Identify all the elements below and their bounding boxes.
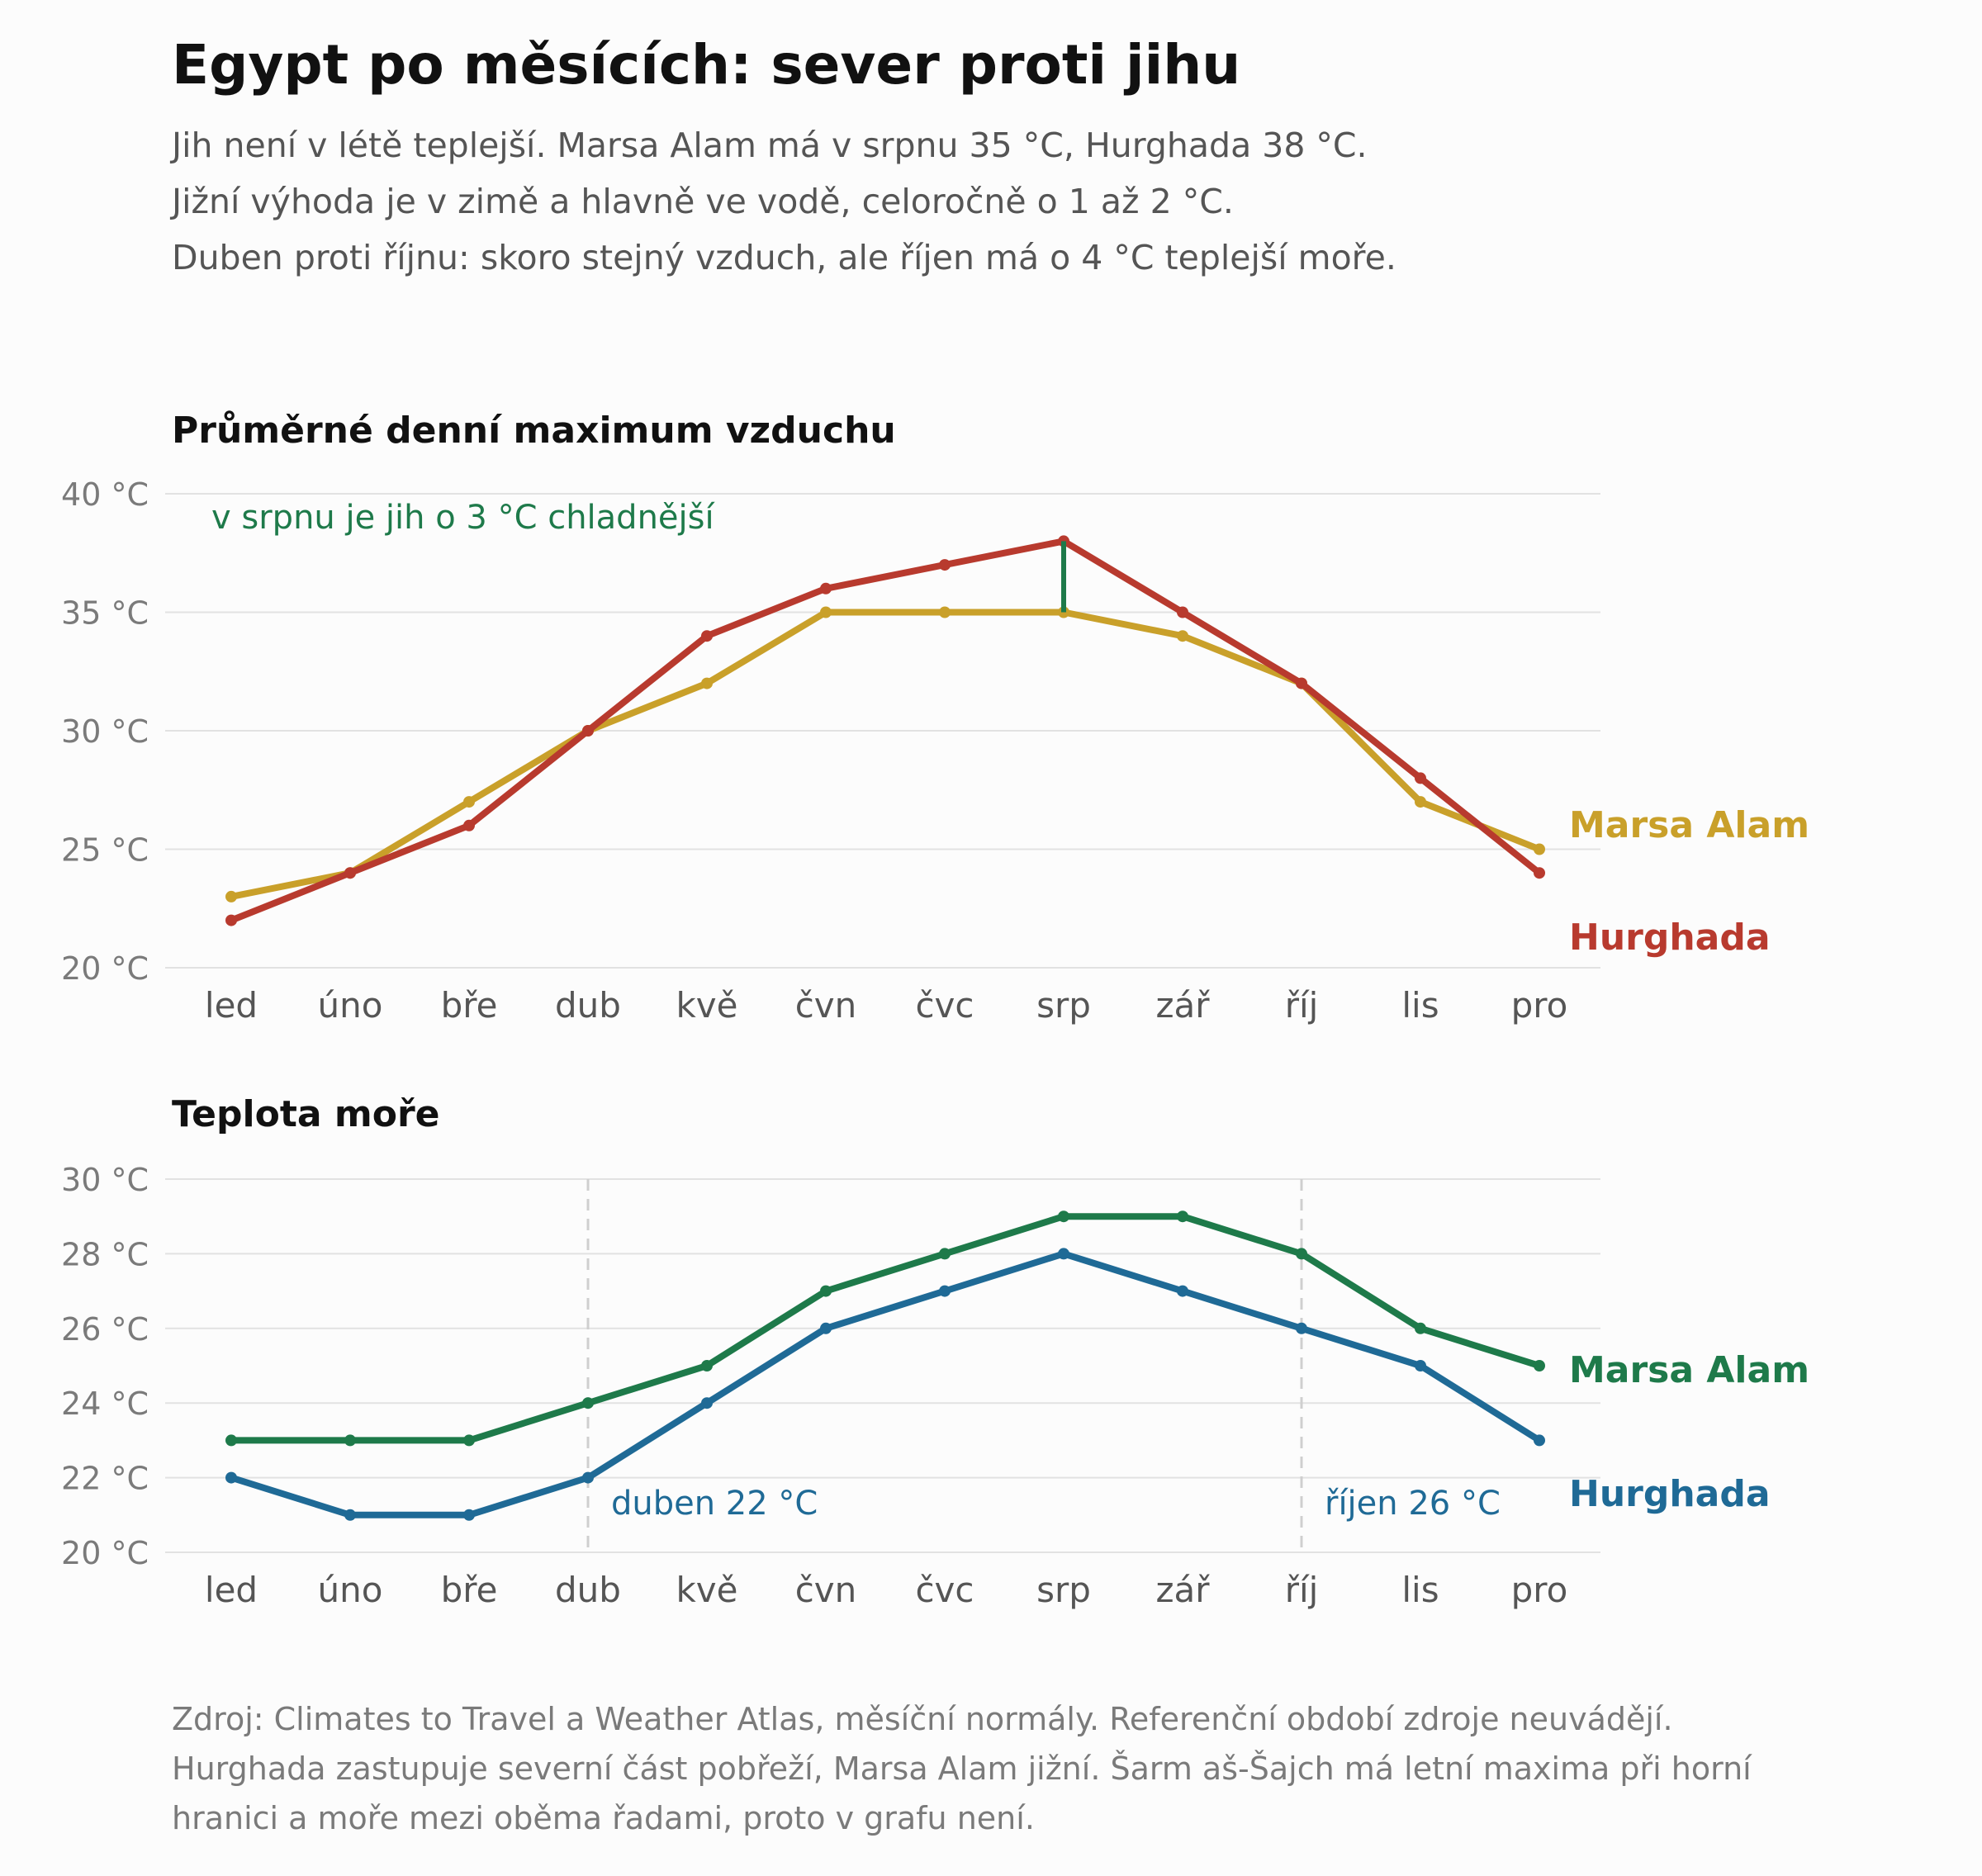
air-point-hurghada (1296, 677, 1307, 689)
sea-xtick-label: pro (1511, 1570, 1568, 1610)
sea-xtick-label: kvě (676, 1570, 737, 1610)
air-ytick-label: 30 °C (61, 713, 149, 750)
sea-point-marsa-alam (1534, 1360, 1545, 1371)
air-point-hurghada (463, 819, 475, 831)
air-xtick-label: led (205, 985, 258, 1026)
air-panel-title: Průměrné denní maximum vzduchu (172, 410, 896, 452)
air-ytick-label: 25 °C (61, 832, 149, 869)
sea-point-hurghada (344, 1509, 356, 1521)
sea-xtick-label: dub (555, 1570, 621, 1610)
sea-xtick-label: srp (1036, 1570, 1091, 1610)
sea-point-hurghada (1177, 1285, 1188, 1297)
sea-point-marsa-alam (225, 1434, 237, 1447)
air-series-line-marsa-alam (228, 609, 1543, 900)
air-point-hurghada (1177, 606, 1188, 618)
air-point-marsa-alam (1177, 630, 1188, 642)
sea-xtick-label: čvc (915, 1570, 974, 1610)
sea-point-hurghada (1058, 1248, 1069, 1260)
sea-point-marsa-alam (1058, 1210, 1069, 1223)
air-point-hurghada (820, 582, 832, 595)
air-xtick-label: zář (1155, 985, 1210, 1026)
air-point-marsa-alam (1415, 796, 1426, 808)
air-annotation: v srpnu je jih o 3 °C chladnější (211, 499, 715, 537)
sea-series-line-hurghada (228, 1250, 1543, 1518)
sea-point-hurghada (701, 1397, 713, 1409)
sea-ytick-label: 22 °C (61, 1461, 149, 1497)
air-point-hurghada (225, 914, 237, 926)
sea-point-marsa-alam (463, 1434, 475, 1447)
air-point-hurghada (701, 630, 713, 642)
sea-point-marsa-alam (344, 1434, 356, 1447)
air-series-line-hurghada (228, 538, 1543, 924)
sea-annotation: říjen 26 °C (1325, 1485, 1501, 1523)
source-line-2: Hurghada zastupuje severní část pobřeží,… (172, 1750, 1752, 1787)
subtitle-line-1: Jih není v létě teplejší. Marsa Alam má … (172, 126, 1368, 165)
air-xtick-label: kvě (676, 985, 737, 1026)
sea-point-marsa-alam (1415, 1322, 1426, 1334)
air-xtick-label: úno (318, 985, 383, 1026)
sea-point-marsa-alam (939, 1248, 951, 1260)
air-point-hurghada (1534, 867, 1545, 879)
sea-point-marsa-alam (1296, 1248, 1307, 1260)
air-series-label-hurghada: Hurghada (1569, 917, 1771, 959)
chart-title: Egypt po měsících: sever proti jihu (172, 33, 1241, 97)
air-xtick-label: pro (1511, 985, 1568, 1026)
air-ytick-label: 35 °C (61, 595, 149, 632)
source-line-1: Zdroj: Climates to Travel a Weather Atla… (172, 1701, 1673, 1737)
subtitle-line-3: Duben proti říjnu: skoro stejný vzduch, … (172, 238, 1396, 277)
air-point-marsa-alam (225, 890, 237, 902)
sea-point-hurghada (820, 1322, 832, 1334)
air-point-hurghada (939, 559, 951, 571)
sea-ytick-label: 28 °C (61, 1236, 149, 1272)
sea-series-label-hurghada: Hurghada (1569, 1473, 1771, 1515)
air-point-hurghada (344, 867, 356, 879)
air-point-marsa-alam (939, 606, 951, 618)
air-point-hurghada (1415, 772, 1426, 784)
air-point-marsa-alam (1534, 843, 1545, 855)
sea-point-marsa-alam (701, 1360, 713, 1371)
sea-xtick-label: lis (1401, 1570, 1439, 1610)
sea-ytick-label: 24 °C (61, 1386, 149, 1422)
sea-xtick-label: led (205, 1570, 258, 1610)
sea-ytick-label: 30 °C (61, 1162, 149, 1198)
sea-ytick-label: 26 °C (61, 1311, 149, 1348)
air-xtick-label: bře (441, 985, 498, 1026)
sea-point-hurghada (1534, 1434, 1545, 1447)
sea-series-label-marsa-alam: Marsa Alam (1569, 1349, 1809, 1391)
air-point-marsa-alam (701, 677, 713, 689)
sea-xtick-label: úno (318, 1570, 383, 1610)
air-xtick-label: čvc (915, 985, 974, 1026)
air-xtick-label: říj (1285, 985, 1319, 1026)
air-ytick-label: 40 °C (61, 476, 149, 513)
sea-panel-title: Teplota moře (172, 1093, 440, 1135)
sea-annotation: duben 22 °C (611, 1485, 818, 1523)
sea-point-marsa-alam (582, 1397, 594, 1409)
air-xtick-label: čvn (795, 985, 857, 1026)
sea-xtick-label: zář (1155, 1570, 1210, 1610)
sea-point-hurghada (225, 1471, 237, 1484)
subtitle-line-2: Jižní výhoda je v zimě a hlavně ve vodě,… (172, 182, 1234, 221)
air-point-marsa-alam (820, 606, 832, 618)
air-point-hurghada (582, 725, 594, 737)
air-point-marsa-alam (463, 796, 475, 808)
sea-ytick-label: 20 °C (61, 1535, 149, 1571)
sea-point-hurghada (1296, 1322, 1307, 1334)
sea-point-marsa-alam (820, 1285, 832, 1297)
source-line-3: hranici a moře mezi oběma řadami, proto … (172, 1800, 1035, 1836)
sea-point-hurghada (939, 1285, 951, 1297)
air-ytick-label: 20 °C (61, 950, 149, 987)
sea-point-hurghada (1415, 1360, 1426, 1371)
air-xtick-label: srp (1036, 985, 1091, 1026)
sea-xtick-label: říj (1285, 1570, 1319, 1610)
sea-xtick-label: čvn (795, 1570, 857, 1610)
air-xtick-label: dub (555, 985, 621, 1026)
sea-point-hurghada (463, 1509, 475, 1521)
sea-point-marsa-alam (1177, 1210, 1188, 1223)
air-series-label-marsa-alam: Marsa Alam (1569, 804, 1809, 846)
air-xtick-label: lis (1401, 985, 1439, 1026)
sea-series-line-marsa-alam (228, 1213, 1543, 1444)
sea-point-hurghada (582, 1471, 594, 1484)
sea-xtick-label: bře (441, 1570, 498, 1610)
